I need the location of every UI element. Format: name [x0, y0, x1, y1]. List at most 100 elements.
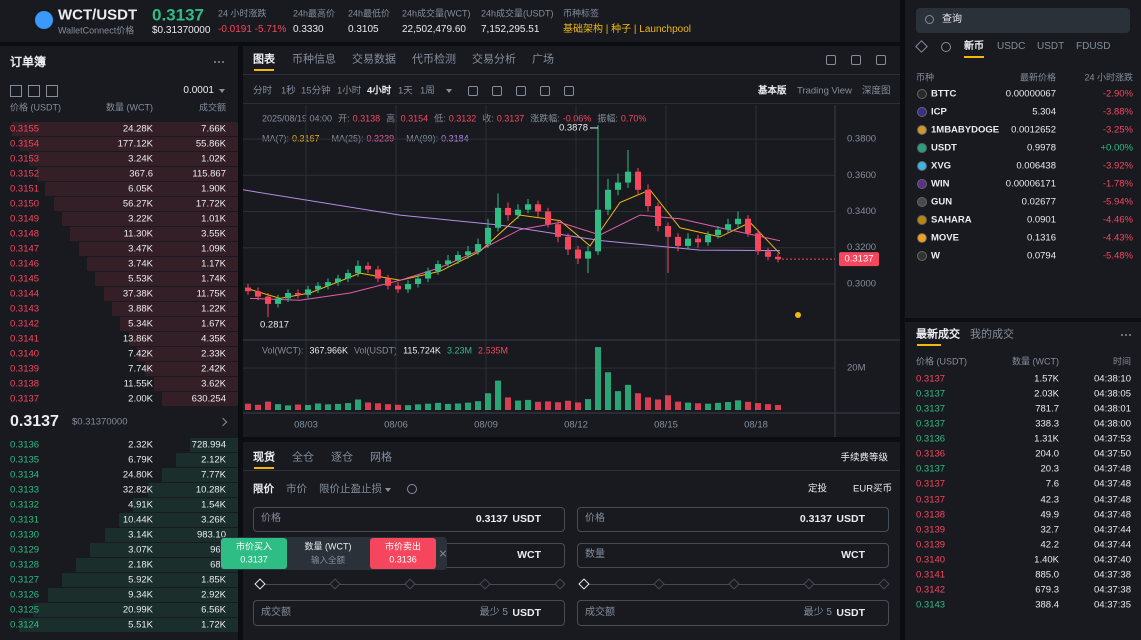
- market-coin[interactable]: MOVE: [931, 232, 959, 244]
- tool-icon[interactable]: [516, 86, 526, 96]
- chart-view[interactable]: 深度图: [862, 85, 891, 97]
- order-extra[interactable]: 定投: [808, 483, 828, 495]
- book-price[interactable]: 0.3137: [10, 393, 40, 405]
- tool-icon[interactable]: [564, 86, 574, 96]
- book-price[interactable]: 0.3149: [10, 213, 40, 225]
- more-icon[interactable]: [1121, 334, 1123, 336]
- chart-view[interactable]: 基本版: [758, 85, 787, 97]
- market-tab[interactable]: USDC: [997, 41, 1026, 52]
- book-price[interactable]: 0.3145: [10, 273, 40, 285]
- order-type[interactable]: 限价: [253, 482, 274, 495]
- interval[interactable]: 4小时: [367, 85, 392, 97]
- book-price[interactable]: 0.3125: [10, 604, 40, 616]
- trades-tab[interactable]: 最新成交: [916, 328, 960, 341]
- chart-tab[interactable]: 交易数据: [352, 53, 396, 66]
- book-price[interactable]: 0.3140: [10, 348, 40, 360]
- book-price[interactable]: 0.3133: [10, 484, 40, 496]
- order-book-mode[interactable]: [10, 85, 22, 97]
- order-book-mode[interactable]: [28, 85, 40, 97]
- price-input[interactable]: [253, 507, 565, 532]
- chart-view[interactable]: Trading View: [797, 85, 852, 97]
- chart-tab[interactable]: 交易分析: [472, 53, 516, 66]
- more-icon[interactable]: [218, 61, 220, 63]
- book-price[interactable]: 0.3130: [10, 529, 40, 541]
- button-label[interactable]: 市价卖出: [384, 541, 422, 552]
- trade-tab[interactable]: 现货: [253, 451, 275, 464]
- book-price[interactable]: 0.3134: [10, 469, 40, 481]
- book-price[interactable]: 0.3154: [10, 138, 40, 150]
- chart-tab[interactable]: 币种信息: [292, 53, 336, 66]
- order-book-mode[interactable]: [46, 85, 58, 97]
- swap-icon[interactable]: [941, 42, 951, 52]
- market-coin[interactable]: 1MBABYDOGE: [931, 124, 1000, 136]
- book-price[interactable]: 0.3126: [10, 589, 40, 601]
- market-coin[interactable]: USDT: [931, 142, 957, 154]
- tool-icon[interactable]: [826, 55, 836, 65]
- market-coin[interactable]: W: [931, 250, 940, 262]
- tool-icon[interactable]: [492, 86, 502, 96]
- market-tab[interactable]: FDUSD: [1076, 41, 1111, 52]
- tool-icon[interactable]: [876, 55, 886, 65]
- total-input[interactable]: [253, 600, 565, 626]
- tick-size[interactable]: 0.0001: [183, 85, 214, 96]
- trade-tab[interactable]: 逐仓: [331, 451, 353, 464]
- market-tab[interactable]: USDT: [1037, 41, 1065, 52]
- tool-icon[interactable]: [851, 55, 861, 65]
- more-icon[interactable]: [222, 61, 224, 63]
- market-coin[interactable]: XVG: [931, 160, 952, 172]
- book-price[interactable]: 0.3136: [10, 439, 40, 451]
- book-price[interactable]: 0.3131: [10, 514, 40, 526]
- interval[interactable]: 1小时: [337, 85, 362, 97]
- fee-level[interactable]: 手续费等级: [840, 452, 888, 464]
- book-price[interactable]: 0.3127: [10, 574, 40, 586]
- book-price[interactable]: 0.3153: [10, 153, 40, 165]
- order-type[interactable]: 限价止盈止损: [319, 482, 382, 495]
- market-sell-button[interactable]: [370, 538, 436, 569]
- tool-icon[interactable]: [540, 86, 550, 96]
- book-price[interactable]: 0.3129: [10, 544, 40, 556]
- trade-tab[interactable]: 全仓: [292, 451, 314, 464]
- market-tab[interactable]: 新币: [964, 41, 984, 52]
- book-price[interactable]: 0.3141: [10, 333, 40, 345]
- book-price[interactable]: 0.3142: [10, 318, 40, 330]
- trade-tab[interactable]: 网格: [370, 451, 392, 464]
- book-price[interactable]: 0.3143: [10, 303, 40, 315]
- price-input[interactable]: [577, 507, 889, 532]
- tool-icon[interactable]: [468, 86, 478, 96]
- book-price[interactable]: 0.3152: [10, 168, 40, 180]
- interval[interactable]: 1秒: [281, 85, 296, 97]
- chart-tab[interactable]: 广场: [532, 53, 554, 66]
- total-input[interactable]: [577, 600, 889, 626]
- interval[interactable]: 1天: [398, 85, 413, 97]
- book-price[interactable]: 0.3151: [10, 183, 40, 195]
- interval[interactable]: 15分钟: [301, 85, 331, 97]
- order-extra[interactable]: EUR买币: [853, 483, 893, 495]
- book-price[interactable]: 0.3147: [10, 243, 40, 255]
- book-price[interactable]: 0.3150: [10, 198, 40, 210]
- book-price[interactable]: 0.3132: [10, 499, 40, 511]
- chart-tab[interactable]: 图表: [253, 53, 275, 66]
- more-icon[interactable]: [214, 61, 216, 63]
- chart-tab[interactable]: 代币检测: [412, 53, 456, 66]
- more-icon[interactable]: [1129, 334, 1131, 336]
- quantity-input[interactable]: [577, 543, 889, 568]
- market-coin[interactable]: ICP: [931, 106, 947, 118]
- book-price[interactable]: 0.3139: [10, 363, 40, 375]
- book-price[interactable]: 0.3144: [10, 288, 40, 300]
- trades-tab[interactable]: 我的成交: [970, 328, 1014, 341]
- market-coin[interactable]: WIN: [931, 178, 950, 190]
- book-price[interactable]: 0.3146: [10, 258, 40, 270]
- button-label[interactable]: 市价买入: [235, 541, 273, 552]
- market-coin[interactable]: SAHARA: [931, 214, 972, 226]
- market-coin[interactable]: BTTC: [931, 88, 957, 100]
- button-price[interactable]: 0.3136: [389, 554, 417, 565]
- market-buy-button[interactable]: [221, 538, 287, 569]
- book-price[interactable]: 0.3148: [10, 228, 40, 240]
- interval[interactable]: 1周: [420, 85, 435, 97]
- book-price[interactable]: 0.3138: [10, 378, 40, 390]
- book-price[interactable]: 0.3135: [10, 454, 40, 466]
- button-price[interactable]: 0.3137: [240, 554, 268, 565]
- more-icon[interactable]: [1125, 334, 1127, 336]
- book-price[interactable]: 0.3128: [10, 559, 40, 571]
- book-price[interactable]: 0.3155: [10, 123, 40, 135]
